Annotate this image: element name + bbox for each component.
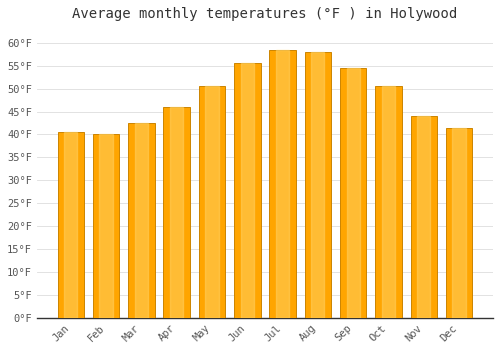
Bar [58,132,84,318]
Bar [312,52,324,318]
Bar [240,63,254,318]
Bar [417,116,430,318]
Bar [340,68,366,318]
Bar [410,116,437,318]
Bar [164,107,190,318]
Bar [446,128,472,318]
Bar [64,132,78,318]
Bar [234,63,260,318]
Bar [382,86,395,318]
Title: Average monthly temperatures (°F ) in Holywood: Average monthly temperatures (°F ) in Ho… [72,7,458,21]
Bar [270,50,296,318]
Bar [206,86,218,318]
Bar [100,134,112,318]
Bar [452,128,466,318]
Bar [128,123,154,318]
Bar [304,52,331,318]
Bar [198,86,225,318]
Bar [276,50,289,318]
Bar [375,86,402,318]
Bar [93,134,120,318]
Bar [170,107,183,318]
Bar [346,68,360,318]
Bar [135,123,148,318]
